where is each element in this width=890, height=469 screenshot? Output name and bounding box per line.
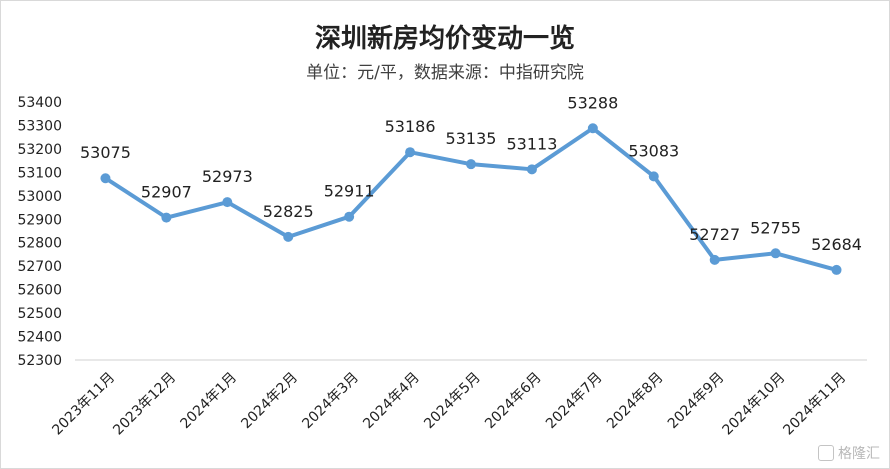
data-point — [466, 159, 476, 170]
y-tick-label: 52600 — [17, 283, 62, 299]
y-tick-label: 52900 — [17, 212, 62, 228]
data-point — [283, 231, 294, 242]
data-label: 53186 — [385, 117, 436, 136]
x-tick-label: 2024年4月 — [360, 370, 423, 433]
chart-subtitle: 单位：元/平，数据来源：中指研究院 — [306, 63, 584, 83]
x-tick-label: 2024年1月 — [178, 370, 241, 433]
data-point — [100, 173, 111, 184]
x-tick-label: 2024年6月 — [482, 370, 545, 433]
x-tick-label: 2024年5月 — [421, 370, 484, 433]
data-point — [648, 171, 659, 182]
x-tick-label: 2024年9月 — [665, 370, 728, 433]
y-tick-label: 52500 — [17, 306, 62, 322]
data-point — [770, 248, 781, 259]
data-point — [161, 212, 172, 223]
data-point — [709, 254, 720, 265]
x-tick-label: 2024年7月 — [543, 370, 606, 433]
y-tick-label: 52700 — [17, 259, 62, 275]
series-markers — [100, 123, 842, 275]
series-line — [104, 126, 838, 272]
data-point — [831, 264, 842, 275]
y-tick-label: 53000 — [17, 189, 62, 205]
data-label: 52755 — [750, 218, 801, 237]
y-tick-label: 53300 — [17, 118, 62, 134]
data-point — [587, 123, 598, 134]
x-tick-label: 2023年12月 — [110, 370, 179, 439]
y-tick-label: 53200 — [17, 142, 62, 158]
gelonghui-logo-icon — [818, 445, 834, 461]
data-label: 53075 — [80, 143, 131, 162]
data-label: 52684 — [811, 235, 862, 254]
chart-title: 深圳新房均价变动一览 — [314, 24, 575, 54]
x-tick-label: 2024年11月 — [780, 370, 849, 439]
data-point — [344, 211, 355, 222]
y-tick-label: 53100 — [17, 165, 62, 181]
x-tick-label: 2024年2月 — [238, 370, 301, 433]
x-axis-ticks: 2023年11月2023年12月2024年1月2024年2月2024年3月202… — [49, 370, 849, 439]
data-point — [405, 147, 416, 158]
data-label: 52907 — [141, 183, 192, 202]
data-label: 53113 — [506, 134, 557, 153]
data-label: 53083 — [628, 141, 679, 160]
x-tick-label: 2024年10月 — [720, 370, 789, 439]
y-tick-label: 53400 — [17, 95, 62, 111]
y-tick-label: 52300 — [17, 353, 62, 369]
data-label: 53288 — [567, 93, 618, 112]
data-label: 52727 — [689, 225, 740, 244]
watermark: 格隆汇 — [818, 443, 880, 463]
data-label: 52911 — [324, 182, 375, 201]
watermark-text: 格隆汇 — [838, 446, 880, 462]
data-label: 52973 — [202, 167, 253, 186]
data-label: 52825 — [263, 202, 314, 221]
data-point — [526, 164, 537, 175]
y-tick-label: 52400 — [17, 330, 62, 346]
data-point — [222, 197, 233, 208]
x-tick-label: 2024年8月 — [604, 370, 667, 433]
data-label: 53135 — [446, 129, 497, 148]
y-axis-ticks: 52300 52400 52500 52600 52700 52800 52900 53000… — [17, 95, 62, 369]
y-tick-label: 52800 — [17, 236, 62, 252]
x-tick-label: 2023年11月 — [49, 370, 118, 439]
x-tick-label: 2024年3月 — [299, 370, 362, 433]
data-labels: 53075 52907 52973 52825 52911 53186 53135 53113… — [80, 93, 862, 254]
